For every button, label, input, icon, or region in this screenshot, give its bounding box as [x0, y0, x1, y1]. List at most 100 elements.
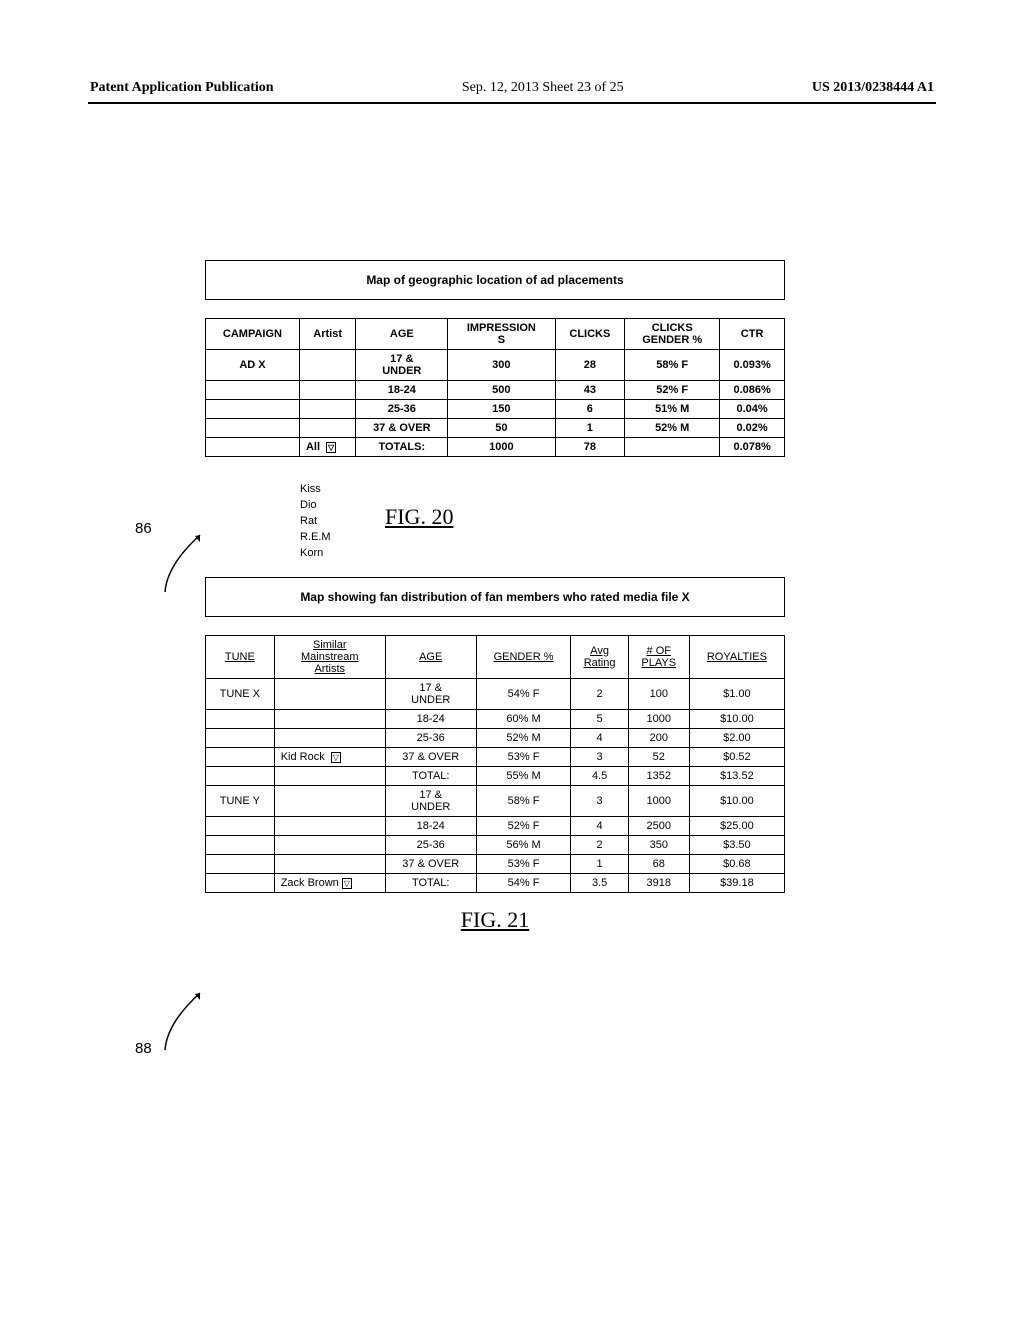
cell: 3 — [571, 786, 628, 817]
col-royalties: ROYALTIES — [689, 636, 784, 679]
cell: 68 — [628, 855, 689, 874]
cell: 18-24 — [385, 710, 476, 729]
cell: 52% M — [476, 729, 571, 748]
cell — [206, 855, 275, 874]
cell — [299, 400, 355, 419]
table-row: TOTAL: 55% M 4.5 1352 $13.52 — [206, 767, 785, 786]
col-age: AGE — [385, 636, 476, 679]
cell: $1.00 — [689, 679, 784, 710]
cell: TUNE Y — [206, 786, 275, 817]
col-plays: # OFPLAYS — [628, 636, 689, 679]
fig20-table-wrap: CAMPAIGN Artist AGE IMPRESSIONS CLICKS C… — [205, 318, 785, 457]
col-gender: GENDER % — [476, 636, 571, 679]
similar-artist-cell[interactable]: Kid Rock ▽ — [274, 748, 385, 767]
cell: $39.18 — [689, 874, 784, 893]
cell: $2.00 — [689, 729, 784, 748]
cell: $10.00 — [689, 786, 784, 817]
figures-content: Map of geographic location of ad placeme… — [205, 260, 785, 933]
cell — [206, 874, 275, 893]
cell: 53% F — [476, 855, 571, 874]
table-row: TUNE X 17 &UNDER 54% F 2 100 $1.00 — [206, 679, 785, 710]
table-row: TUNE Y 17 &UNDER 58% F 3 1000 $10.00 — [206, 786, 785, 817]
artist-dropdown-cell[interactable]: All ▽ — [299, 438, 355, 457]
cell — [625, 438, 720, 457]
col-impressions: IMPRESSIONS — [448, 319, 555, 350]
cell: 6 — [555, 400, 625, 419]
cell: 0.04% — [720, 400, 785, 419]
cell: $10.00 — [689, 710, 784, 729]
dropdown-icon[interactable]: ▽ — [331, 752, 341, 763]
table-row: All ▽ TOTALS: 1000 78 0.078% — [206, 438, 785, 457]
publication-label: Patent Application Publication — [90, 80, 274, 96]
table-row: 37 & OVER 53% F 1 68 $0.68 — [206, 855, 785, 874]
cell: 1 — [571, 855, 628, 874]
fig21-tbody: TUNE X 17 &UNDER 54% F 2 100 $1.00 18-24… — [206, 679, 785, 893]
reference-number-86: 86 — [135, 520, 152, 537]
dropdown-icon[interactable]: ▽ — [342, 878, 352, 889]
fig20-map-box: Map of geographic location of ad placeme… — [205, 260, 785, 300]
cell: 37 & OVER — [356, 419, 448, 438]
table-header-row: CAMPAIGN Artist AGE IMPRESSIONS CLICKS C… — [206, 319, 785, 350]
fig20-map-title: Map of geographic location of ad placeme… — [366, 273, 623, 287]
cell — [299, 381, 355, 400]
reference-number-88: 88 — [135, 1040, 152, 1057]
cell: 3918 — [628, 874, 689, 893]
cell: 2500 — [628, 817, 689, 836]
cell: $0.68 — [689, 855, 784, 874]
artist-selected: All — [306, 441, 320, 453]
cell: 37 & OVER — [385, 748, 476, 767]
cell: TUNE X — [206, 679, 275, 710]
dropdown-icon[interactable]: ▽ — [326, 442, 336, 453]
cell: AD X — [206, 350, 300, 381]
cell: 3 — [571, 748, 628, 767]
similar-artist-cell[interactable]: Zack Brown▽ — [274, 874, 385, 893]
cell — [274, 729, 385, 748]
cell: 52% F — [625, 381, 720, 400]
table-row: Kid Rock ▽ 37 & OVER 53% F 3 52 $0.52 — [206, 748, 785, 767]
table-row: 25-36 150 6 51% M 0.04% — [206, 400, 785, 419]
cell: 28 — [555, 350, 625, 381]
cell: $0.52 — [689, 748, 784, 767]
cell: 0.086% — [720, 381, 785, 400]
cell: 60% M — [476, 710, 571, 729]
col-avg-rating: AvgRating — [571, 636, 628, 679]
cell: 500 — [448, 381, 555, 400]
dropdown-option[interactable]: Korn — [300, 545, 331, 561]
cell: 0.093% — [720, 350, 785, 381]
cell: 4 — [571, 817, 628, 836]
cell: 350 — [628, 836, 689, 855]
cell — [274, 836, 385, 855]
cell: 300 — [448, 350, 555, 381]
col-tune: TUNE — [206, 636, 275, 679]
dropdown-option[interactable]: Kiss — [300, 481, 331, 497]
cell: 18-24 — [356, 381, 448, 400]
cell: 50 — [448, 419, 555, 438]
cell: 78 — [555, 438, 625, 457]
fig20-table: CAMPAIGN Artist AGE IMPRESSIONS CLICKS C… — [205, 318, 785, 457]
cell: 4.5 — [571, 767, 628, 786]
dropdown-option[interactable]: Dio — [300, 497, 331, 513]
cell — [206, 729, 275, 748]
cell — [274, 710, 385, 729]
cell — [206, 836, 275, 855]
cell: TOTAL: — [385, 767, 476, 786]
col-similar: SimilarMainstreamArtists — [274, 636, 385, 679]
table-row: 25-36 56% M 2 350 $3.50 — [206, 836, 785, 855]
artist-dropdown-list[interactable]: Kiss Dio Rat R.E.M Korn — [300, 481, 331, 561]
dropdown-option[interactable]: R.E.M — [300, 529, 331, 545]
col-ctr: CTR — [720, 319, 785, 350]
similar-artist-value: Kid Rock — [281, 751, 325, 763]
cell: 0.078% — [720, 438, 785, 457]
dropdown-option[interactable]: Rat — [300, 513, 331, 529]
table-header-row: TUNE SimilarMainstreamArtists AGE GENDER… — [206, 636, 785, 679]
publication-number: US 2013/0238444 A1 — [812, 80, 934, 96]
cell: 43 — [555, 381, 625, 400]
cell — [206, 710, 275, 729]
cell: 25-36 — [385, 729, 476, 748]
col-campaign: CAMPAIGN — [206, 319, 300, 350]
col-clicks-gender: CLICKSGENDER % — [625, 319, 720, 350]
table-row: 37 & OVER 50 1 52% M 0.02% — [206, 419, 785, 438]
cell: 1352 — [628, 767, 689, 786]
fig21-map-box: Map showing fan distribution of fan memb… — [205, 577, 785, 617]
cell — [206, 817, 275, 836]
